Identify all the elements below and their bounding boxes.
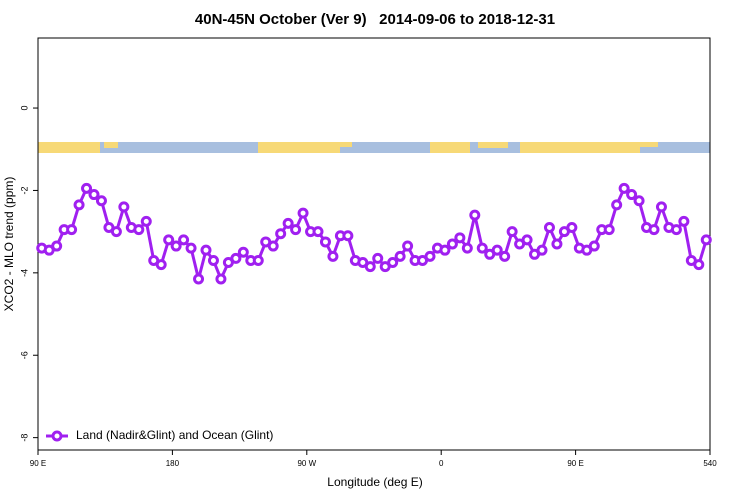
point [66, 224, 78, 236]
point [678, 215, 690, 227]
point [252, 254, 264, 266]
point [499, 250, 511, 262]
point [163, 234, 175, 246]
point [670, 224, 682, 236]
point [387, 257, 399, 269]
y-tick-label: -6 [19, 351, 29, 359]
x-tick-label: 0 [439, 459, 444, 468]
point [140, 215, 152, 227]
point [693, 259, 705, 271]
point [81, 182, 93, 194]
point [170, 240, 182, 252]
point [237, 246, 249, 258]
point [402, 240, 414, 252]
point [185, 242, 197, 254]
point [193, 273, 205, 285]
x-tick-label: 90 E [30, 459, 46, 468]
legend-label: Land (Nadir&Glint) and Ocean (Glint) [76, 428, 273, 442]
plot-frame [37, 37, 711, 451]
point [611, 199, 623, 211]
x-axis-label: Longitude (deg E) [327, 475, 422, 489]
point [230, 252, 242, 264]
point [655, 201, 667, 213]
point [364, 261, 376, 273]
chart-title: 40N-45N October (Ver 9) 2014-09-06 to 20… [195, 11, 555, 28]
point [618, 182, 630, 194]
point [342, 230, 354, 242]
point [110, 226, 122, 238]
point [469, 209, 481, 221]
point [312, 226, 324, 238]
point [118, 201, 130, 213]
point [133, 224, 145, 236]
y-tick-label: -8 [19, 434, 29, 442]
point [633, 195, 645, 207]
point [394, 250, 406, 262]
point [297, 207, 309, 219]
point [506, 226, 518, 238]
point [275, 228, 287, 240]
point [207, 254, 219, 266]
point [439, 244, 451, 256]
y-tick-label: -4 [19, 269, 29, 277]
point [626, 189, 638, 201]
point [290, 224, 302, 236]
y-axis-label: XCO2 - MLO trend (ppm) [2, 177, 16, 312]
point [424, 250, 436, 262]
point [648, 224, 660, 236]
x-tick-label: 540 [703, 459, 717, 468]
legend-marker [51, 430, 63, 442]
point [700, 234, 712, 246]
point [215, 273, 227, 285]
point [88, 189, 100, 201]
point [267, 240, 279, 252]
point [155, 259, 167, 271]
surface-strip [38, 142, 710, 153]
point [51, 240, 63, 252]
x-tick-label: 90 W [297, 459, 316, 468]
y-tick-label: -2 [19, 186, 29, 194]
point [461, 242, 473, 254]
point [454, 232, 466, 244]
point [521, 234, 533, 246]
x-tick-label: 90 E [567, 459, 583, 468]
point [491, 244, 503, 256]
point [200, 244, 212, 256]
point [327, 250, 339, 262]
y-tick-label: 0 [19, 106, 29, 111]
x-tick-label: 180 [166, 459, 180, 468]
point [551, 238, 563, 250]
point [588, 240, 600, 252]
point [178, 234, 190, 246]
point [282, 217, 294, 229]
point [536, 244, 548, 256]
point [372, 252, 384, 264]
point [446, 238, 458, 250]
point [73, 199, 85, 211]
point [566, 222, 578, 234]
point [603, 224, 615, 236]
point [543, 222, 555, 234]
point [476, 242, 488, 254]
point [95, 195, 107, 207]
point [319, 236, 331, 248]
